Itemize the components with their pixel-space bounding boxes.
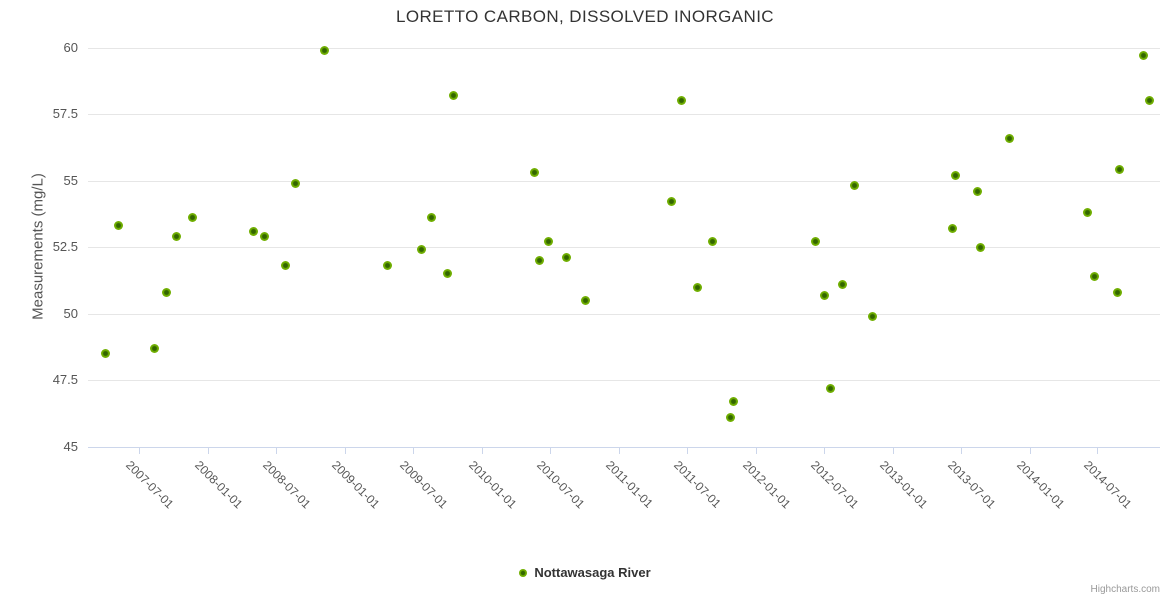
data-point[interactable] <box>280 261 290 271</box>
data-point[interactable] <box>810 237 820 247</box>
y-axis-label: 45 <box>63 438 78 454</box>
x-axis-tick <box>686 447 688 454</box>
credits-link[interactable]: Highcharts.com <box>1090 584 1160 595</box>
y-axis-label: 55 <box>63 172 78 188</box>
data-point[interactable] <box>1005 133 1015 143</box>
data-point[interactable] <box>1145 96 1154 106</box>
x-axis-tick <box>1097 447 1099 454</box>
data-point[interactable] <box>1089 271 1099 281</box>
x-axis-tick <box>892 447 894 454</box>
x-axis-tick <box>960 447 962 454</box>
data-point[interactable] <box>172 232 181 241</box>
x-axis-label: 2007-07-01 <box>123 457 177 511</box>
data-point[interactable] <box>868 311 877 321</box>
data-point[interactable] <box>1083 208 1093 217</box>
x-axis-label: 2014-01-01 <box>1013 457 1068 511</box>
legend-item-nottawasaga-river[interactable]: Nottawasaga River <box>519 565 651 580</box>
data-point[interactable] <box>973 186 983 196</box>
data-point[interactable] <box>101 349 111 359</box>
x-axis-label: 2010-01-01 <box>465 457 520 511</box>
data-point[interactable] <box>580 295 590 305</box>
x-axis-label: 2011-01-01 <box>602 457 656 511</box>
x-axis-label: 2012-01-01 <box>739 457 794 511</box>
x-axis-tick <box>1029 447 1031 454</box>
data-point[interactable] <box>728 397 738 406</box>
data-point[interactable] <box>976 242 986 252</box>
x-axis-tick <box>207 447 209 454</box>
data-point[interactable] <box>248 226 258 236</box>
data-point[interactable] <box>850 181 859 191</box>
data-point[interactable] <box>161 287 171 297</box>
y-gridline <box>88 114 1160 115</box>
data-point[interactable] <box>1115 165 1125 175</box>
x-axis-label: 2008-01-01 <box>191 457 246 511</box>
data-point[interactable] <box>529 168 539 178</box>
x-axis-label: 2014-07-01 <box>1081 457 1135 511</box>
data-point[interactable] <box>320 45 329 55</box>
y-gridline <box>88 380 1160 382</box>
y-gridline <box>88 313 1160 315</box>
x-axis-tick <box>345 447 347 454</box>
x-axis-label: 2013-01-01 <box>876 457 931 511</box>
x-axis-label: 2013-07-01 <box>944 457 999 511</box>
x-axis-tick <box>823 447 825 454</box>
x-axis-tick <box>755 447 757 454</box>
data-point[interactable] <box>947 224 957 233</box>
data-point[interactable] <box>667 197 677 207</box>
data-point[interactable] <box>838 279 848 289</box>
y-axis-label: 57.5 <box>52 106 78 121</box>
series-marker-icon <box>519 568 528 577</box>
data-point[interactable] <box>1139 51 1148 60</box>
x-axis-tick <box>276 447 278 454</box>
x-axis-label: 2011-07-01 <box>670 457 724 511</box>
y-gridline <box>88 180 1160 182</box>
x-axis-label: 2009-07-01 <box>397 457 451 511</box>
y-gridline <box>88 47 1160 49</box>
data-point[interactable] <box>150 343 160 353</box>
data-point[interactable] <box>561 253 571 263</box>
data-point[interactable] <box>383 261 393 271</box>
y-axis-label: 47.5 <box>52 372 78 388</box>
y-axis-label: 52.5 <box>52 239 78 255</box>
data-point[interactable] <box>449 90 459 100</box>
data-point[interactable] <box>291 178 301 188</box>
x-axis-tick <box>413 447 414 454</box>
x-axis-label: 2009-01-01 <box>329 457 383 511</box>
x-axis-tick <box>549 447 551 454</box>
chart-title: LORETTO CARBON, DISSOLVED INORGANIC <box>396 7 774 26</box>
legend: Nottawasaga River <box>0 565 1170 580</box>
y-axis-label: 50 <box>63 305 78 321</box>
data-point[interactable] <box>443 269 452 279</box>
data-point[interactable] <box>1112 287 1122 297</box>
data-point[interactable] <box>544 237 554 247</box>
x-axis-line <box>88 446 1160 448</box>
data-point[interactable] <box>951 170 961 180</box>
data-point[interactable] <box>707 237 717 247</box>
data-point[interactable] <box>820 290 829 300</box>
y-gridline <box>88 247 1160 249</box>
data-point[interactable] <box>535 255 545 265</box>
data-point[interactable] <box>260 232 270 241</box>
data-point[interactable] <box>677 96 687 106</box>
x-axis-label: 2012-07-01 <box>807 457 862 511</box>
x-axis-tick <box>139 447 140 454</box>
data-point[interactable] <box>825 383 835 393</box>
data-point[interactable] <box>725 412 735 422</box>
x-axis-label: 2010-07-01 <box>533 457 588 511</box>
data-point[interactable] <box>113 221 123 231</box>
y-axis-label: 60 <box>63 39 78 55</box>
x-axis-label: 2008-07-01 <box>260 457 314 511</box>
data-point[interactable] <box>187 213 197 223</box>
data-point[interactable] <box>426 213 436 223</box>
x-axis-tick <box>481 447 483 454</box>
legend-label: Nottawasaga River <box>534 565 651 580</box>
x-axis-tick <box>618 447 620 454</box>
data-point[interactable] <box>693 282 702 292</box>
data-point[interactable] <box>417 245 427 255</box>
